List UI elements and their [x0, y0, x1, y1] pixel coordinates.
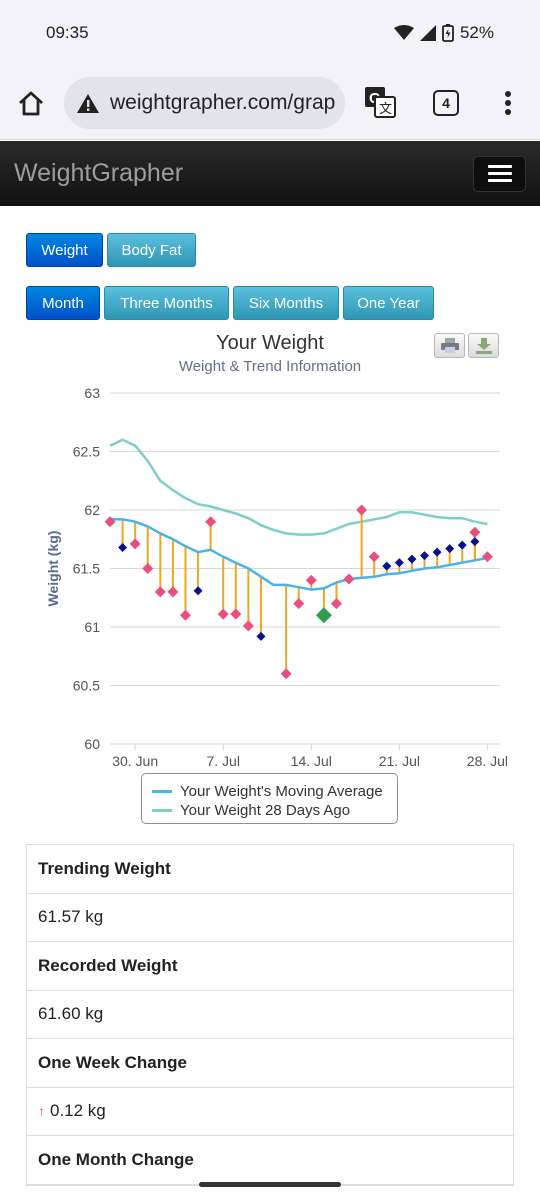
chart-plot: 63 62.5 62 61.5 61 60.5 60 30. Jun 7. Jul 14. Jul…: [45, 385, 508, 769]
trending-weight-label: Trending Weight: [27, 845, 513, 894]
x-tick-label: 30. Jun: [112, 753, 158, 769]
y-tick-label: 62: [84, 502, 100, 518]
weight-button[interactable]: Weight: [26, 233, 103, 267]
battery-level: 52%: [459, 23, 494, 42]
one-year-button[interactable]: One Year: [343, 286, 434, 320]
svg-text:文: 文: [379, 101, 392, 116]
one-week-change-label: One Week Change: [27, 1039, 513, 1088]
estimated-weight-point: [407, 554, 417, 564]
y-tick-label: 60.5: [73, 678, 100, 694]
y-tick-label: 63: [84, 385, 100, 401]
legend-label: Your Weight 28 Days Ago: [180, 802, 351, 819]
range-selector: Month Three Months Six Months One Year: [26, 286, 434, 320]
y-axis-label: Weight (kg): [45, 531, 61, 607]
series-line-moving-average: [110, 518, 488, 591]
recorded-weight-point: [469, 526, 481, 538]
x-tick-label: 7. Jul: [206, 753, 239, 769]
recorded-weight-point: [242, 620, 254, 632]
legend-item-moving-average[interactable]: Your Weight's Moving Average: [152, 782, 397, 801]
arrow-up-icon: ↑: [38, 1103, 45, 1120]
legend-item-28-days-ago[interactable]: Your Weight 28 Days Ago: [152, 801, 397, 820]
recorded-weight-point: [230, 608, 242, 620]
battery-icon: [442, 24, 454, 42]
estimated-weight-point: [193, 586, 203, 596]
download-chart-button[interactable]: [468, 333, 499, 358]
x-tick-label: 21. Jul: [379, 753, 420, 769]
legend-swatch: [152, 809, 172, 812]
recorded-weight-point: [280, 668, 292, 680]
hamburger-menu-icon[interactable]: [473, 155, 526, 192]
recorded-weight-point: [368, 551, 380, 563]
recorded-weight-point: [481, 551, 493, 563]
y-tick-label: 60: [84, 736, 100, 752]
recorded-weight-point: [330, 598, 342, 610]
tab-switcher-button[interactable]: 4: [433, 90, 459, 116]
month-button[interactable]: Month: [26, 286, 100, 320]
address-bar[interactable]: weightgrapher.com/grap: [64, 77, 345, 129]
today-weight-point: [315, 607, 332, 624]
warning-icon: [77, 93, 99, 113]
three-months-button[interactable]: Three Months: [104, 286, 229, 320]
stats-table: Trending Weight 61.57 kg Recorded Weight…: [26, 844, 514, 1186]
legend-label: Your Weight's Moving Average: [180, 783, 383, 800]
recorded-weight-point: [154, 586, 166, 598]
y-tick-label: 61: [84, 619, 100, 635]
recorded-weight-point: [142, 563, 154, 574]
site-navbar: WeightGrapher: [0, 141, 540, 206]
y-tick-label: 62.5: [73, 444, 100, 460]
print-chart-button[interactable]: [434, 333, 465, 358]
one-week-change-row: ↑ 0.12 kg: [27, 1088, 513, 1136]
x-tick-label: 14. Jul: [291, 753, 332, 769]
metric-selector: Weight Body Fat: [26, 233, 196, 267]
recorded-weight-point: [217, 608, 229, 620]
status-bar: 09:35 52%: [0, 0, 540, 66]
printer-icon: [440, 338, 459, 353]
clock: 09:35: [46, 23, 89, 42]
legend-swatch: [152, 790, 172, 793]
six-months-button[interactable]: Six Months: [233, 286, 339, 320]
estimated-weight-point: [394, 558, 404, 568]
recorded-weight-point: [129, 538, 141, 550]
estimated-weight-point: [420, 551, 430, 561]
recorded-weight-value: 61.60 kg: [27, 991, 513, 1039]
download-icon: [475, 337, 492, 354]
recorded-weight-point: [343, 573, 355, 585]
recorded-weight-point: [305, 574, 317, 586]
estimated-weight-point: [445, 544, 455, 554]
recorded-weight-point: [104, 516, 116, 528]
estimated-weight-point: [470, 537, 480, 547]
brand-logo[interactable]: WeightGrapher: [14, 159, 184, 187]
body-fat-button[interactable]: Body Fat: [107, 233, 196, 267]
chart-subtitle: Weight & Trend Information: [178, 358, 362, 375]
url-text: weightgrapher.com/grap: [110, 91, 336, 114]
overflow-menu-icon[interactable]: [496, 88, 520, 118]
chart-legend: Your Weight's Moving Average Your Weight…: [141, 773, 398, 824]
translate-icon[interactable]: G 文: [364, 86, 396, 118]
recorded-weight-point: [179, 609, 191, 621]
chart-title: Your Weight: [216, 332, 324, 354]
series-line-28-days-ago: [109, 438, 488, 536]
y-tick-label: 61.5: [73, 561, 100, 577]
recorded-weight-point: [167, 586, 179, 598]
recorded-weight-label: Recorded Weight: [27, 942, 513, 991]
estimated-weight-point: [432, 547, 442, 557]
recorded-weight-point: [356, 504, 368, 516]
estimated-weight-point: [382, 561, 392, 571]
gesture-bar: [199, 1182, 341, 1187]
weight-chart: Your Weight Weight & Trend Information 6…: [26, 330, 514, 830]
one-week-change-value: 0.12 kg: [50, 1101, 106, 1121]
browser-toolbar: weightgrapher.com/grap G 文 4: [0, 66, 540, 140]
estimated-weight-point: [256, 631, 266, 641]
recorded-weight-point: [205, 516, 217, 528]
wifi-icon: [393, 25, 414, 40]
cell-signal-icon: [419, 25, 436, 41]
trending-weight-value: 61.57 kg: [27, 894, 513, 942]
estimated-weight-point: [457, 540, 467, 550]
recorded-weight-point: [293, 598, 305, 610]
home-icon[interactable]: [16, 88, 46, 118]
one-month-change-label: One Month Change: [27, 1136, 513, 1185]
estimated-weight-point: [118, 542, 128, 552]
x-tick-label: 28. Jul: [467, 753, 508, 769]
status-icons: 52%: [393, 23, 494, 43]
